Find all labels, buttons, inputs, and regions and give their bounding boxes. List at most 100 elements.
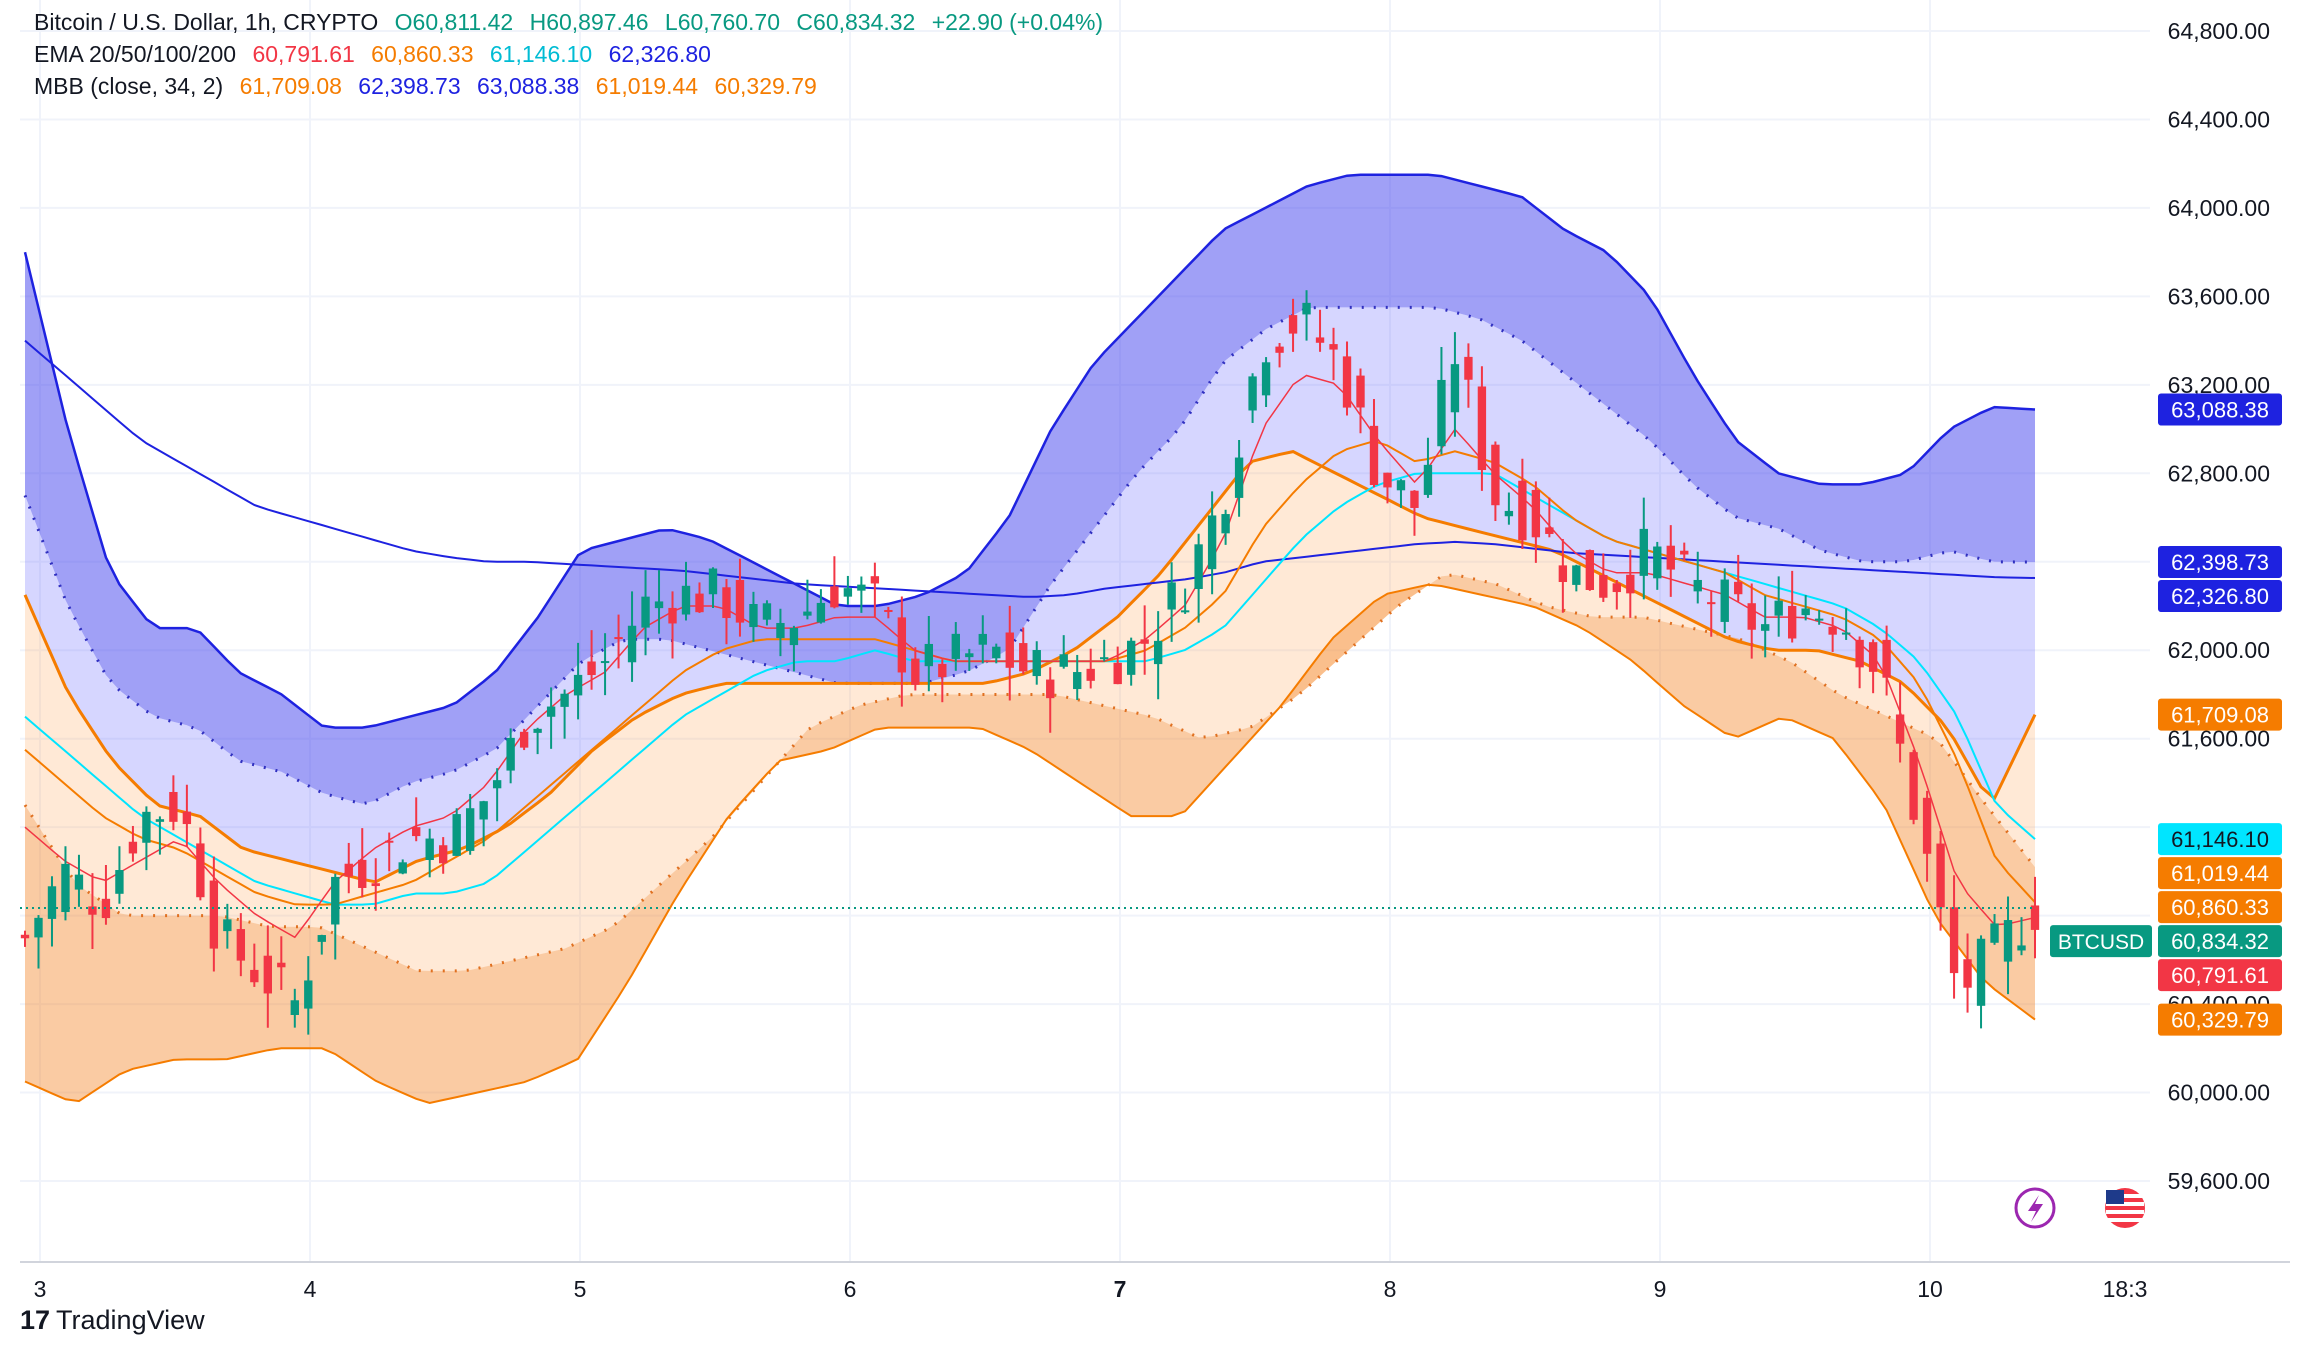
upper-band-line <box>23 173 2036 729</box>
candle-body <box>1976 938 1986 1006</box>
candle-body <box>155 819 165 822</box>
candle-body <box>1140 639 1149 644</box>
candle-body <box>533 728 542 733</box>
candle-body <box>546 706 556 717</box>
candle-body <box>1032 650 1041 677</box>
price-badge-label: 61,146.10 <box>2171 827 2269 852</box>
price-tick-label: 60,000.00 <box>2168 1080 2270 1106</box>
candle-body <box>1437 379 1446 447</box>
price-tick-label: 62,000.00 <box>2168 637 2270 663</box>
upper-band-fill <box>25 174 2035 804</box>
candle-body <box>762 603 772 620</box>
candle-body <box>506 737 515 771</box>
candle-body <box>1585 550 1595 590</box>
candle-body <box>600 661 610 664</box>
candle-body <box>371 883 380 887</box>
candle-body <box>789 627 799 646</box>
candle-body <box>1423 464 1433 495</box>
candle-body <box>830 586 839 608</box>
candle-body <box>1963 959 1972 988</box>
candle-body <box>1477 386 1487 471</box>
candle-body <box>1153 640 1163 665</box>
ema-label[interactable]: EMA 20/50/100/200 <box>34 41 237 67</box>
candle-body <box>331 876 340 925</box>
tradingview-logo[interactable]: 17 TradingView <box>20 1305 205 1336</box>
candle-body <box>870 576 880 584</box>
candle-body <box>1342 356 1352 408</box>
candle-body <box>573 674 583 696</box>
candle-body <box>1275 346 1284 353</box>
candle-body <box>816 602 826 623</box>
bollinger-bands <box>23 173 2037 1105</box>
candle-body <box>1073 672 1082 690</box>
candle-body <box>992 646 1001 659</box>
price-badge-bg <box>2158 580 2282 613</box>
candle-body <box>1936 843 1945 908</box>
candle-body <box>938 663 947 678</box>
symbol-title[interactable]: Bitcoin / U.S. Dollar, 1h, CRYPTO <box>34 9 379 35</box>
price-badge-label: 62,326.80 <box>2171 584 2269 609</box>
candle-body <box>1302 302 1311 315</box>
candle-body <box>857 584 866 591</box>
price-badge: 62,326.80 <box>2158 580 2282 613</box>
time-tick-label: 9 <box>1654 1276 1667 1302</box>
chart-icons <box>2014 1187 2145 1229</box>
candle-body <box>1720 579 1729 622</box>
price-tick-label: 62,800.00 <box>2168 460 2270 486</box>
candle-body <box>1653 546 1662 579</box>
candle-body <box>1248 376 1257 411</box>
candle-body <box>1369 425 1379 485</box>
time-tick-label: 18:3 <box>2103 1276 2148 1302</box>
candle-body <box>1450 364 1460 413</box>
candle-body <box>1491 444 1500 506</box>
candle-body <box>1005 632 1014 668</box>
candle-body <box>88 906 97 915</box>
price-badge-bg <box>2158 823 2282 856</box>
candle-body <box>1680 550 1689 555</box>
mbb-value-1: 61,709.08 <box>239 73 342 99</box>
price-badge: 61,019.44 <box>2158 857 2282 890</box>
candle-body <box>654 601 664 609</box>
candle-body <box>425 838 434 861</box>
mbb-label[interactable]: MBB (close, 34, 2) <box>34 73 224 99</box>
legend-symbol-row: Bitcoin / U.S. Dollar, 1h, CRYPTO O60,81… <box>34 6 1113 38</box>
price-tick-label: 64,800.00 <box>2168 18 2270 44</box>
candle-body <box>1046 679 1055 699</box>
candle-body <box>250 969 259 983</box>
candle-body <box>951 633 960 659</box>
candle-body <box>1396 480 1406 491</box>
us-flag-icon[interactable] <box>2105 1188 2145 1228</box>
candle-body <box>317 935 326 942</box>
candle-body <box>843 588 853 597</box>
price-tick-label: 63,600.00 <box>2168 283 2270 309</box>
price-badge: 60,791.61 <box>2158 959 2282 992</box>
candle-body <box>1895 714 1905 744</box>
candle-body <box>74 874 84 890</box>
candle-body <box>115 870 124 894</box>
candle-body <box>776 622 785 639</box>
candle-body <box>1410 490 1419 508</box>
price-tick-label: 64,000.00 <box>2168 195 2270 221</box>
candle-body <box>560 693 569 707</box>
price-badges: 63,088.38 62,398.73 62,326.80 61,709.08 61,1… <box>2050 393 2282 1036</box>
candle-body <box>681 585 691 615</box>
candle-body <box>749 604 758 628</box>
candle-body <box>1100 657 1109 660</box>
candle-body <box>708 568 718 595</box>
price-badge: 63,088.38 <box>2158 393 2282 426</box>
price-badge-bg <box>2158 891 2282 924</box>
candle-body <box>182 811 192 825</box>
candle-body <box>1761 624 1770 631</box>
us-flag-stripe <box>2106 1202 2144 1206</box>
price-badge-label: 60,860.33 <box>2171 895 2269 920</box>
mbb-value-3: 63,088.38 <box>477 73 580 99</box>
candle-body <box>1221 514 1230 534</box>
candle-body <box>965 653 974 658</box>
price-badge-bg <box>2158 959 2282 992</box>
price-badge-bg <box>2158 925 2282 958</box>
price-tick-label: 63,200.00 <box>2168 372 2270 398</box>
lightning-icon[interactable] <box>2014 1187 2056 1229</box>
candle-body <box>358 859 367 888</box>
candle-body <box>412 827 421 837</box>
